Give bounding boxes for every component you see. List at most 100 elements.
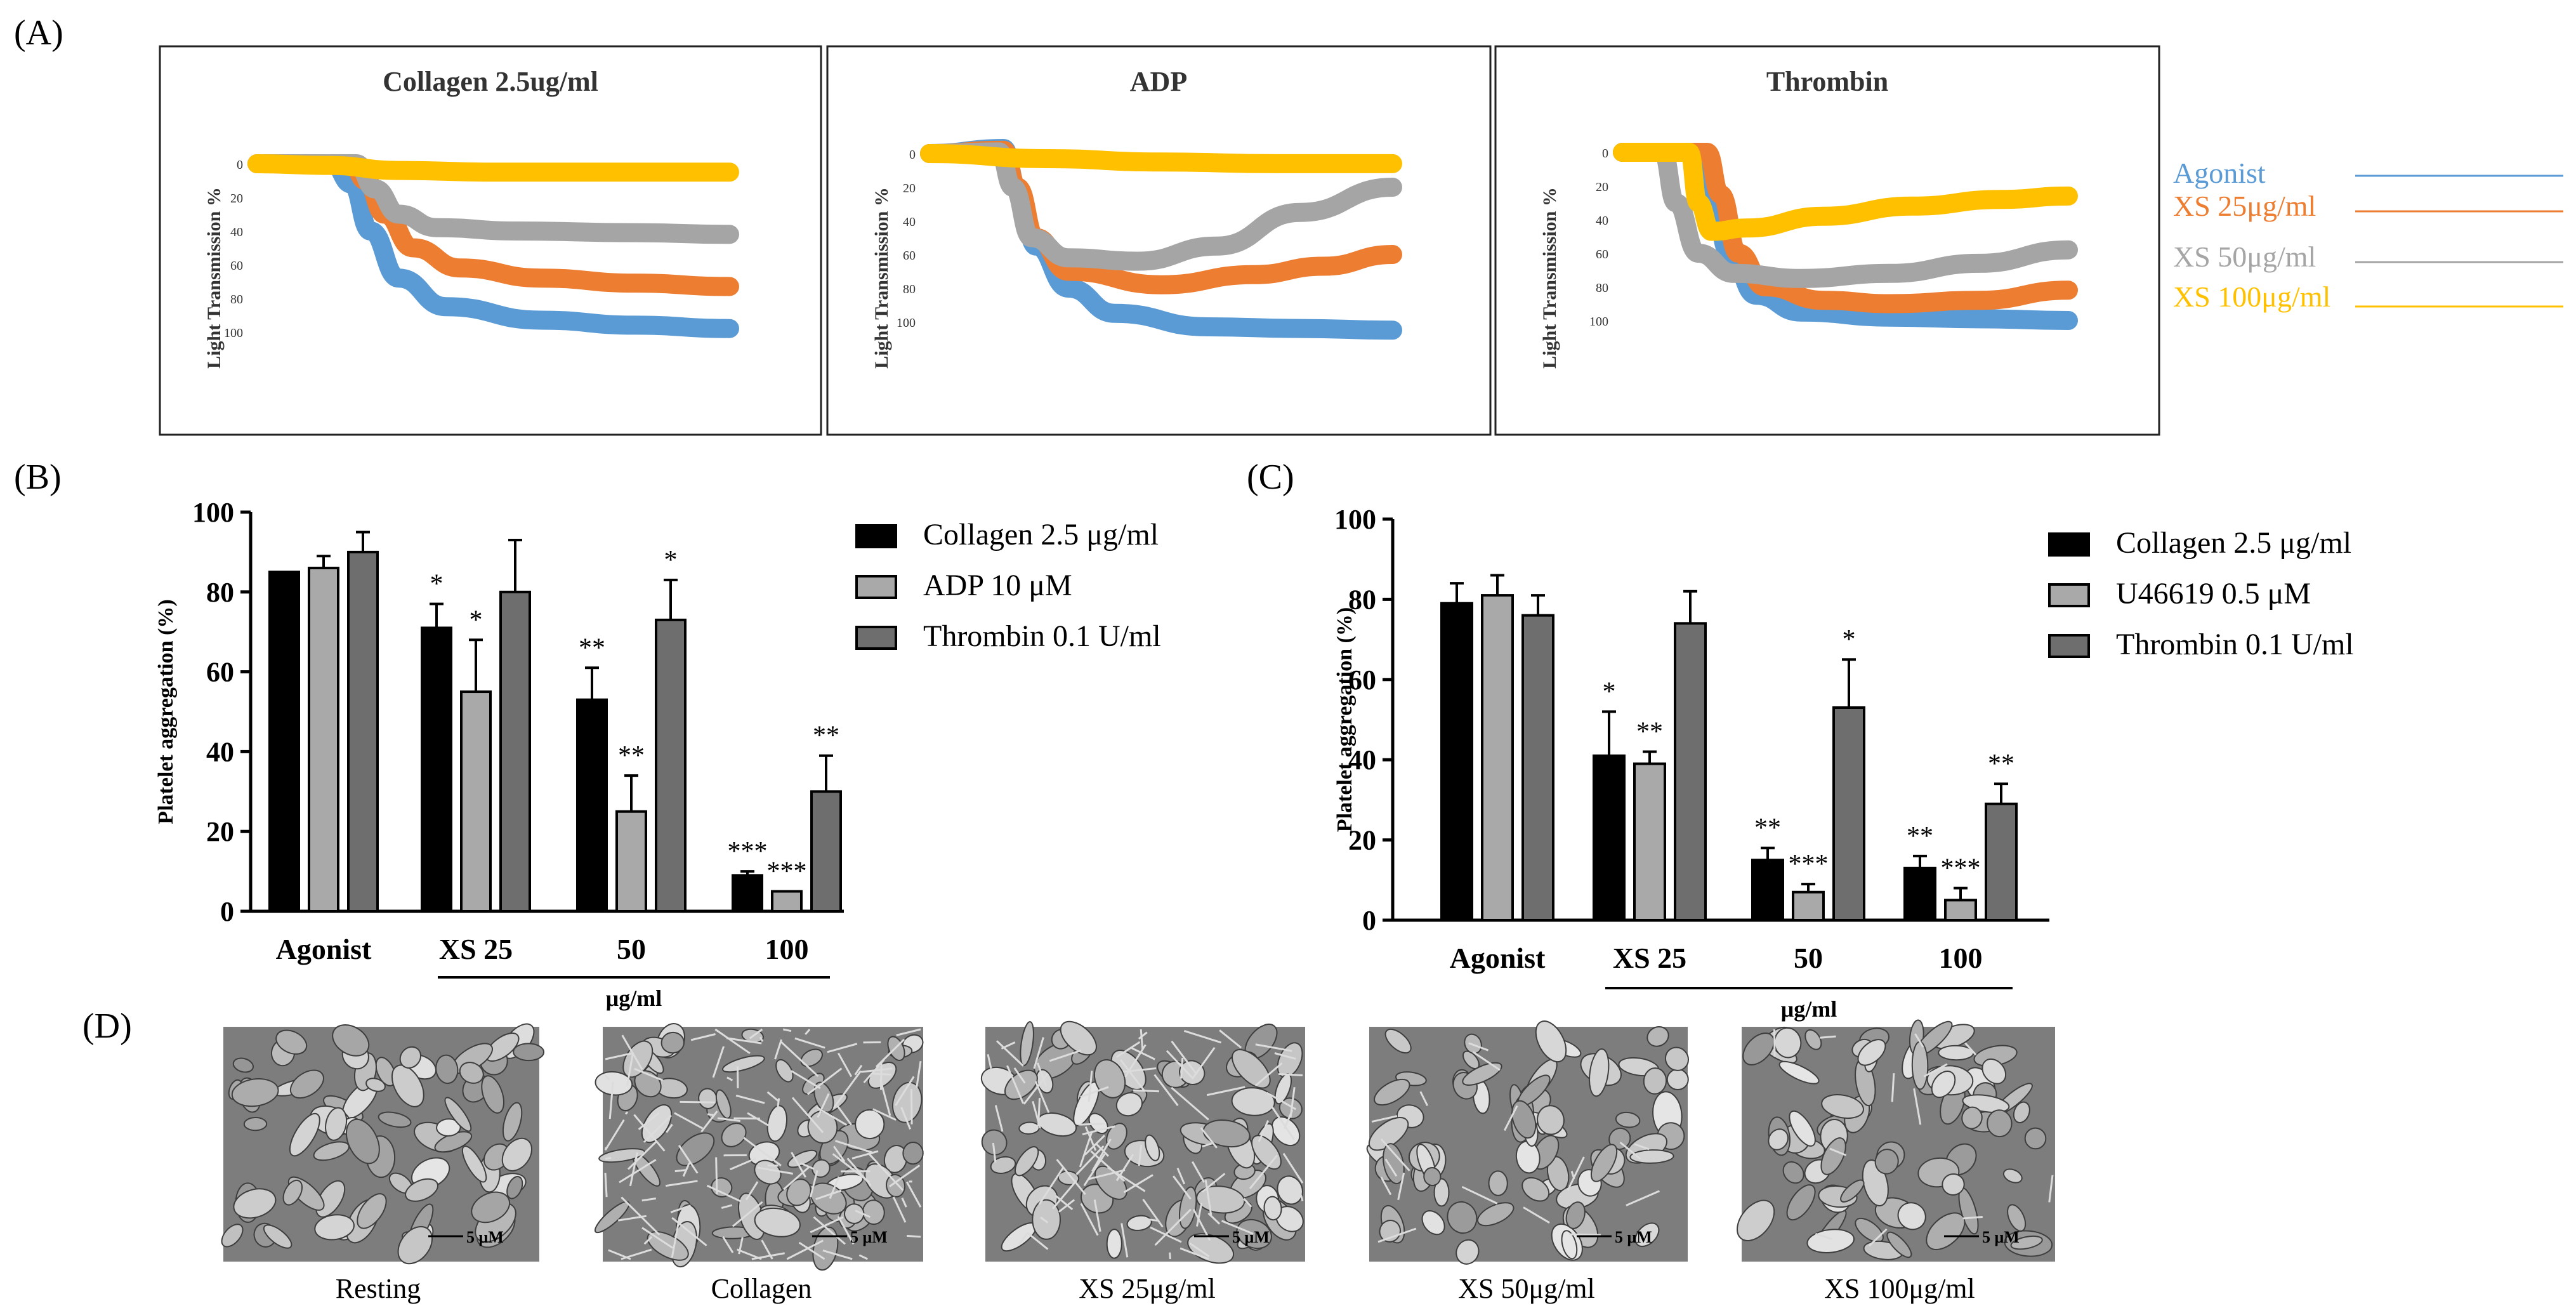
trace-y-tick-label: 80: [903, 282, 916, 296]
micrograph-cells: [594, 1023, 924, 1271]
micrograph-caption: XS 100μg/ml: [1824, 1273, 1975, 1304]
significance-marker: ***: [1941, 854, 1981, 883]
fibrin-strand: [1278, 1073, 1303, 1076]
fibrin-strand: [629, 1152, 638, 1187]
fibrin-strand: [745, 1181, 759, 1201]
platelet: [1565, 1201, 1586, 1229]
fibrin-strand: [1296, 1181, 1304, 1201]
platelet: [660, 1031, 685, 1054]
bar: [268, 571, 300, 913]
panel-a-traces: Collagen 2.5ug/ml Light Transmission % 0 20…: [159, 45, 2160, 436]
trace-y-tick-label: 60: [1596, 247, 1608, 261]
significance-marker: ***: [1789, 850, 1829, 879]
fibrin-strand: [751, 1252, 785, 1260]
fibrin-strand: [621, 1034, 643, 1071]
fibrin-strand: [1282, 1152, 1304, 1184]
fibrin-strand: [1056, 1159, 1086, 1195]
trace-box: [826, 45, 1492, 436]
fibrin-strand: [1052, 1180, 1077, 1210]
micrograph-caption: XS 50μg/ml: [1458, 1273, 1595, 1304]
platelet: [1384, 1028, 1412, 1054]
micrograph-cells: [221, 1023, 545, 1265]
micrograph-caption: XS 25μg/ml: [1079, 1273, 1216, 1304]
fibrin-strand: [634, 1067, 664, 1081]
fibrin-strand: [1090, 1150, 1126, 1182]
fibrin-strand: [879, 1079, 891, 1116]
y-tick-label: 20: [1348, 825, 1376, 856]
x-category-label: XS 25: [1613, 942, 1686, 974]
fibrin-strand: [1196, 1203, 1203, 1227]
platelet: [1476, 1202, 1515, 1227]
platelet: [357, 1193, 387, 1229]
trace-y-tick-label: 100: [224, 326, 243, 340]
platelet: [506, 1176, 523, 1199]
fibrin-strand: [619, 1159, 657, 1184]
platelet: [397, 1226, 433, 1265]
fibrin-strand: [780, 1040, 819, 1078]
trace-y-tick-label: 60: [230, 259, 243, 273]
platelet: [1897, 1202, 1926, 1231]
trace-y-axis-label: Light Transmission %: [871, 187, 892, 369]
platelet: [1821, 1094, 1864, 1119]
fibrin-strand: [837, 1216, 855, 1245]
fibrin-strand: [1138, 1031, 1148, 1040]
fibrin-strand: [835, 1140, 874, 1154]
fibrin-strand: [827, 1043, 858, 1053]
bar: [499, 590, 531, 913]
platelet: [1742, 1033, 1775, 1066]
bar: [1440, 602, 1473, 921]
fibrin-strand: [1115, 1041, 1141, 1058]
micrograph-cells: [980, 1020, 1304, 1264]
fibrin-strand: [1080, 1203, 1099, 1236]
fibrin-strand: [1913, 1088, 1922, 1125]
legend-label-xs25: XS 25μg/ml: [2173, 190, 2316, 222]
trace-y-tick-label: 60: [903, 249, 916, 263]
fibrin-strand: [791, 1070, 821, 1090]
fibrin-strand: [1202, 1173, 1226, 1193]
trace-y-axis-label: Light Transmission %: [1539, 187, 1560, 369]
trace-title: Thrombin: [1766, 66, 1888, 97]
fibrin-strand: [1206, 1086, 1245, 1097]
fibrin-strand: [608, 1249, 631, 1260]
platelet: [1666, 1068, 1689, 1091]
fibrin-strand: [1191, 1161, 1206, 1183]
fibrin-strand: [1183, 1030, 1222, 1044]
fibrin-strand: [916, 1060, 922, 1088]
platelet: [1768, 1128, 1789, 1151]
fibrin-strand: [1523, 1206, 1550, 1224]
fibrin-strand: [1153, 1074, 1179, 1106]
trace-title: ADP: [1130, 66, 1187, 97]
panel-label-b: (B): [14, 458, 62, 497]
platelet: [1277, 1175, 1303, 1205]
platelet: [1615, 1111, 1641, 1128]
x-category-label: Agonist: [1450, 942, 1546, 974]
bar: [576, 698, 608, 913]
fibrin-strand: [604, 1074, 610, 1081]
platelet: [1374, 1078, 1410, 1106]
fibrin-strand: [832, 1070, 862, 1109]
bar: [1593, 754, 1626, 921]
fibrin-strand: [858, 1254, 868, 1260]
platelet: [1456, 1239, 1480, 1265]
platelet: [325, 1107, 348, 1141]
fibrin-strand: [1093, 1199, 1101, 1232]
platelet: [594, 1201, 630, 1234]
fibrin-strand: [900, 1107, 912, 1130]
platelet: [1115, 1092, 1143, 1117]
platelet: [345, 1118, 380, 1165]
platelet: [1423, 1167, 1442, 1187]
fibrin-strand: [1914, 1033, 1924, 1048]
platelet: [1942, 1173, 1965, 1196]
significance-marker: **: [579, 633, 605, 663]
fibrin-strand: [910, 1089, 913, 1125]
fibrin-strand: [892, 1196, 907, 1223]
x-category-label: 50: [617, 933, 646, 965]
legend-label: Collagen 2.5 μg/ml: [923, 518, 1159, 551]
platelet: [1840, 1179, 1865, 1203]
fibrin-strand: [674, 1112, 704, 1130]
fibrin-strand: [996, 1040, 1024, 1067]
fibrin-strand: [1169, 1252, 1171, 1260]
